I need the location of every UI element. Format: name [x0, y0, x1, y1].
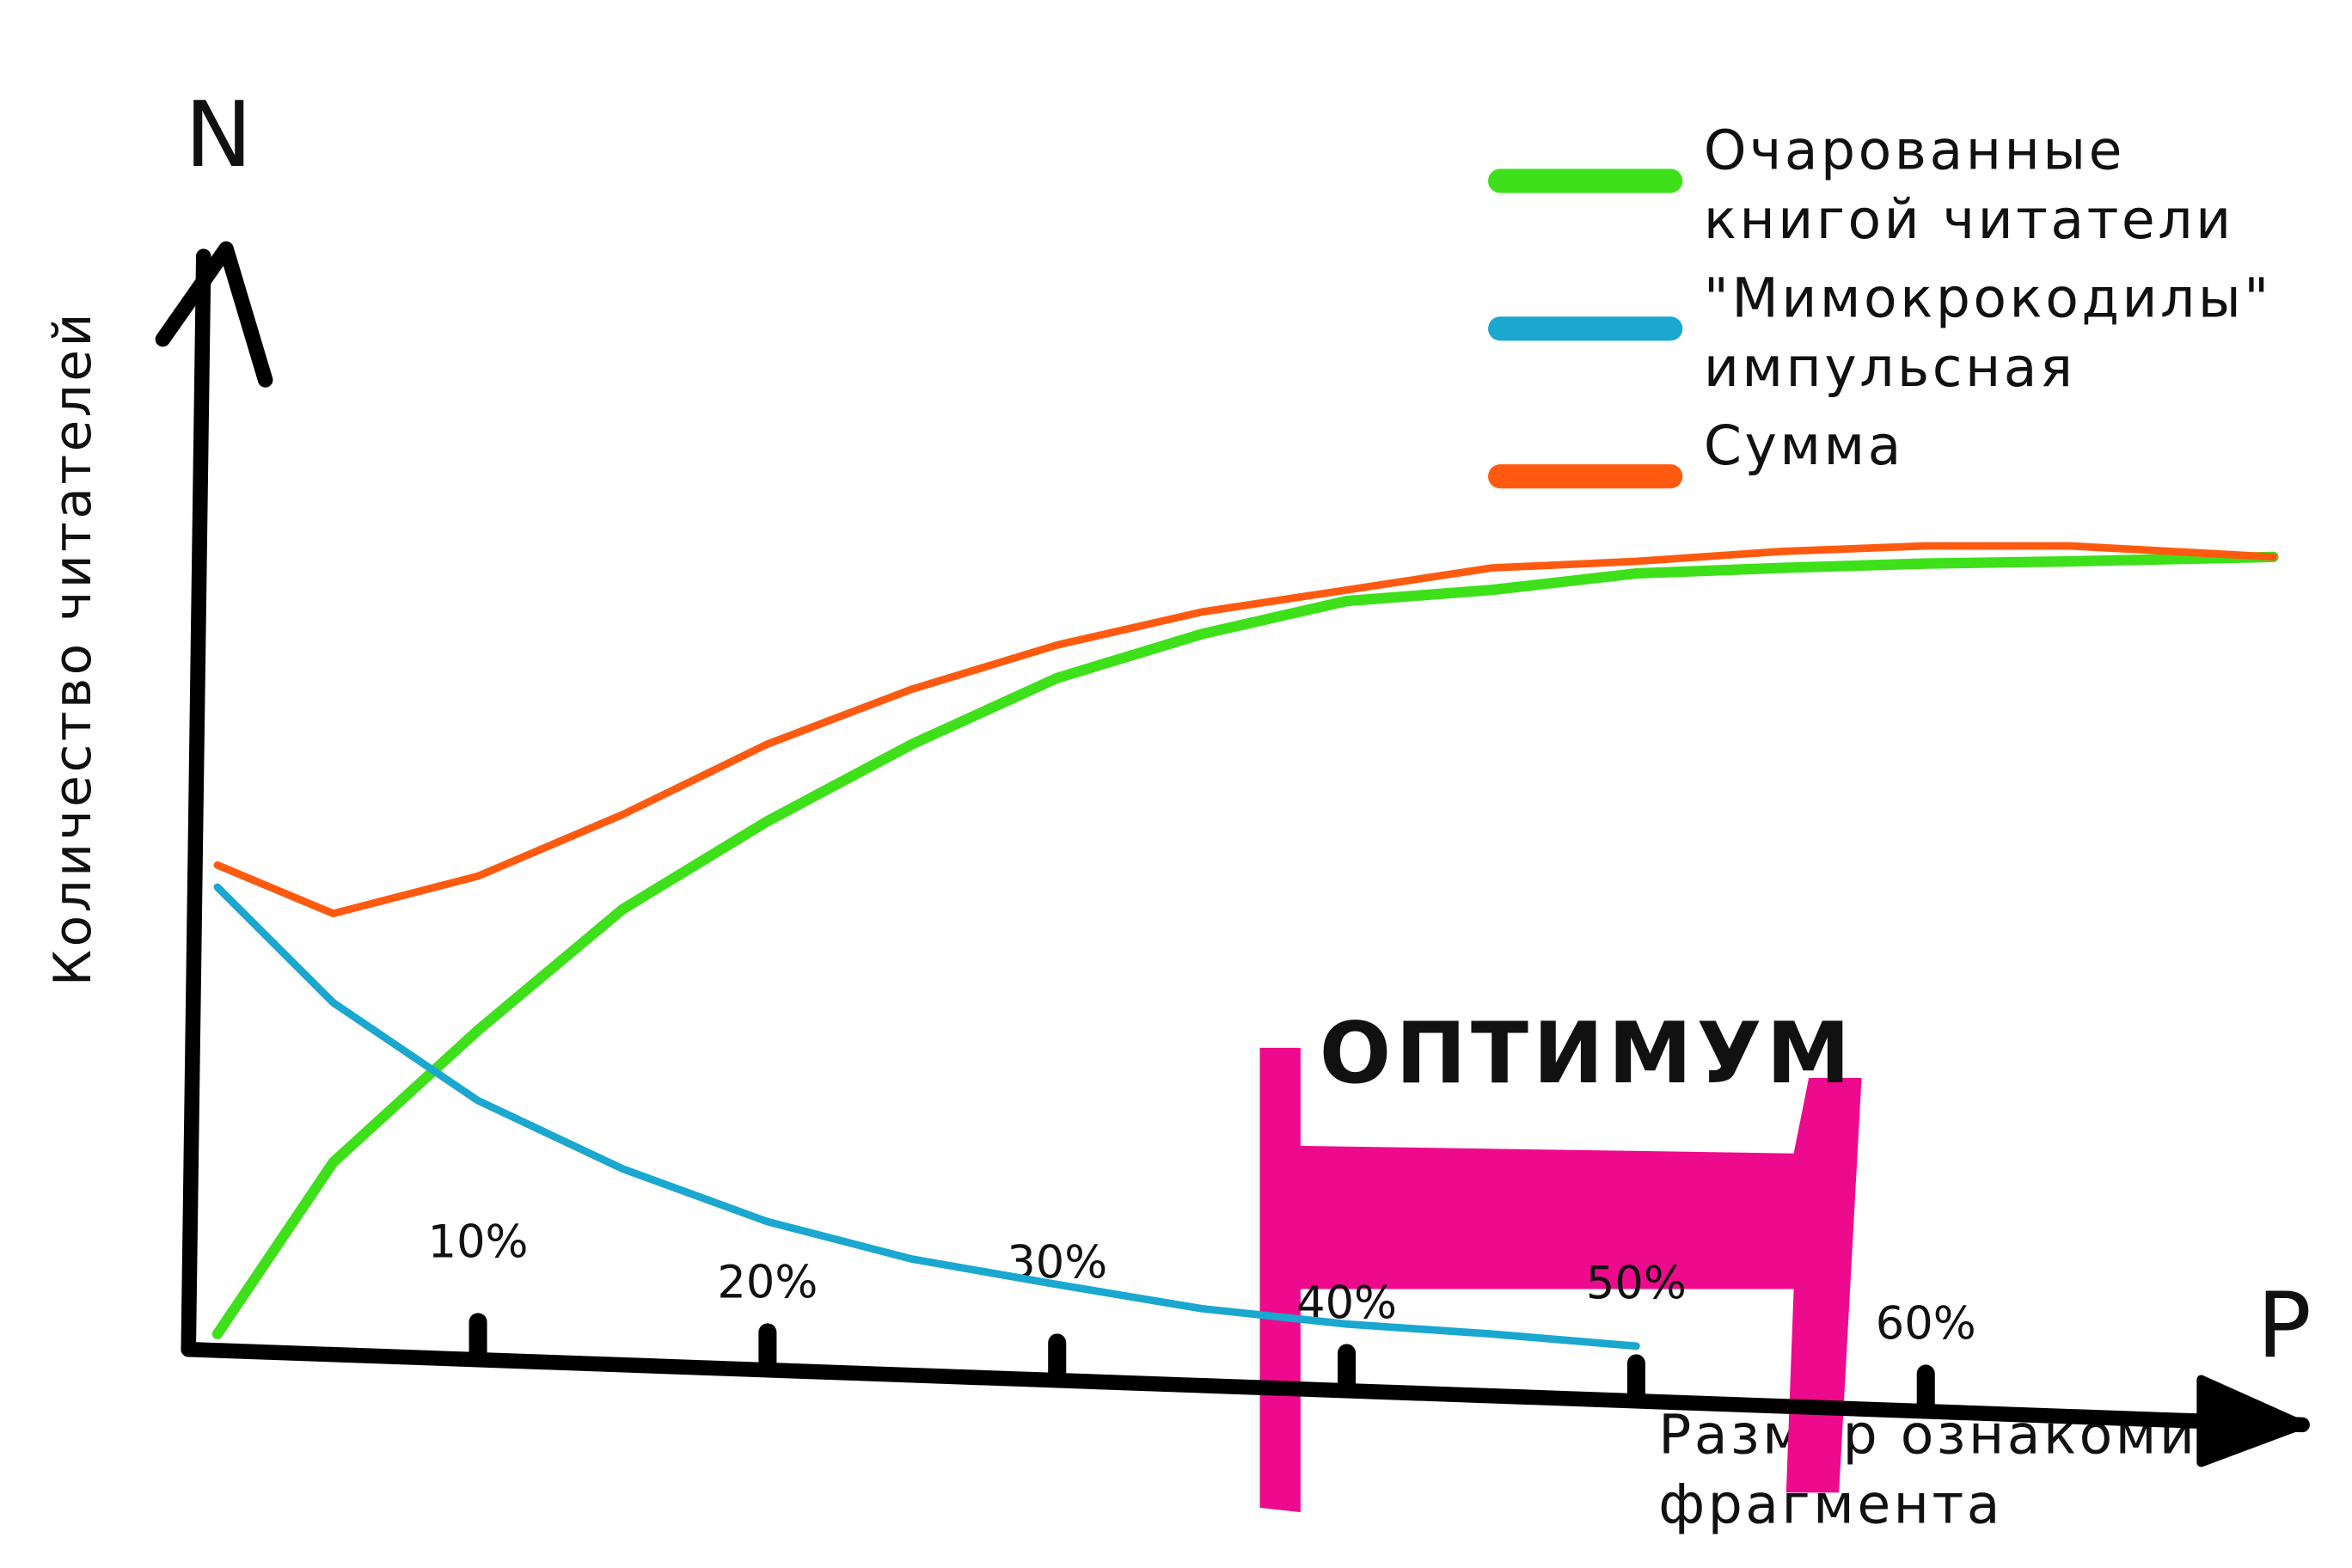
series-line [211, 551, 2279, 1339]
legend-label: Сумма [1703, 416, 1904, 478]
legend-label: Очарованные книгой читатели [1703, 120, 2234, 252]
series-line [213, 542, 2277, 918]
x-axis [181, 1341, 2310, 1433]
legend-label: "Мимокрокодилы" импульсная покупка [1703, 268, 2272, 416]
y-axis-label: Количество читателей [44, 310, 103, 986]
legend-label-box: Сумма [1703, 416, 1904, 478]
x-axis-symbol: P [2257, 1272, 2311, 1378]
series-line [213, 883, 1640, 1351]
x-axis-arrow [2196, 1375, 2307, 1467]
legend-label-box: Очарованные книгой читатели [1703, 120, 2234, 252]
legend-label-box: "Мимокрокодилы" импульсная покупка [1703, 268, 2272, 416]
x-tick-label: 20% [717, 1257, 818, 1309]
y-axis-arrow [155, 241, 273, 388]
optimum-bracket [1259, 1047, 1862, 1513]
x-tick-label: 50% [1586, 1257, 1687, 1309]
x-tick-label: 60% [1876, 1298, 1976, 1351]
y-axis-symbol: N [185, 82, 253, 187]
x-tick-label: 10% [428, 1216, 529, 1268]
optimum-label: ОПТИМУМ [1320, 1005, 1855, 1103]
y-axis [181, 248, 211, 1357]
